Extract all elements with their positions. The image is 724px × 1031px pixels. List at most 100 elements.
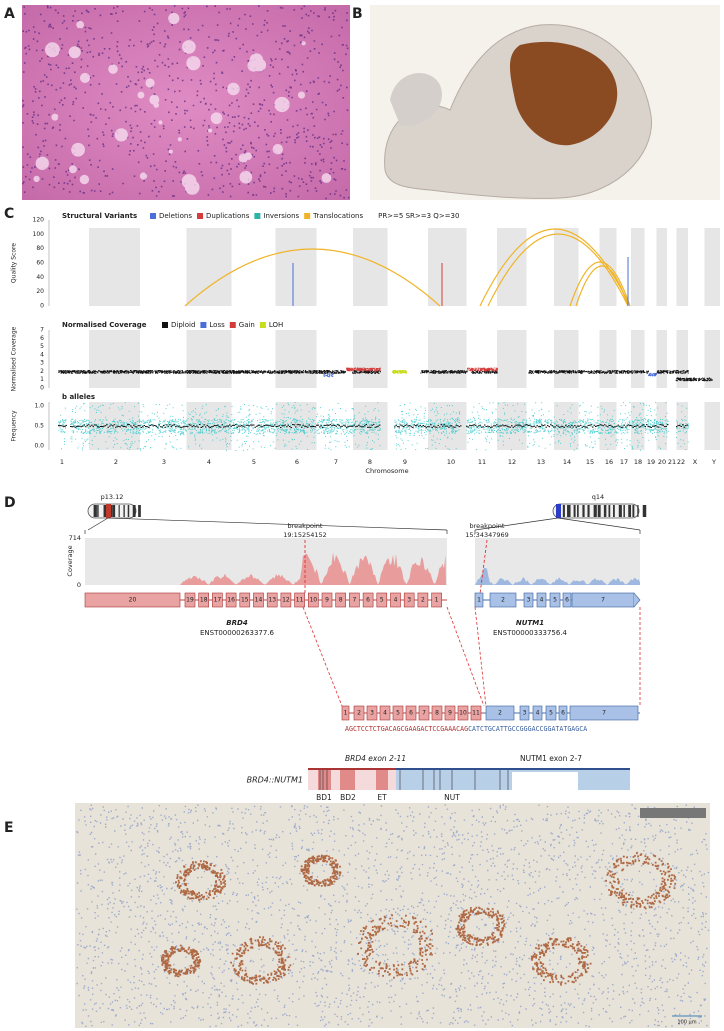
panel-label: A	[4, 6, 15, 22]
legend-swatch	[150, 213, 156, 219]
track-title: b alleles	[62, 393, 95, 401]
exon-label: 7	[352, 597, 356, 604]
panel-label: D	[4, 495, 16, 511]
coverage-points	[656, 370, 689, 374]
domain-label: NUT	[444, 793, 460, 802]
protein-gap	[512, 772, 578, 790]
protein-top	[308, 768, 396, 770]
chromosome-label: 9	[403, 458, 407, 466]
exon-cap	[633, 592, 641, 608]
chromosome-label: 21	[668, 458, 676, 466]
exon-label: 3	[523, 710, 527, 717]
exon	[266, 592, 278, 608]
exon-label: 8	[435, 710, 439, 717]
gene-name: BRD4	[226, 619, 248, 627]
tick-label: 1	[40, 376, 44, 383]
chromosome-label: 13	[537, 458, 545, 466]
tick-label: 4	[40, 351, 44, 358]
exon-label: 3	[527, 597, 531, 604]
chromosome-label: 14	[563, 458, 571, 466]
ideogram-band	[577, 505, 579, 517]
domain-label: ET	[377, 793, 387, 802]
legend-swatch	[304, 213, 311, 219]
filter-label: PR>=5 SR>=3 Q>=30	[378, 212, 459, 220]
ideogram-band	[573, 505, 576, 517]
chromosome-label: 22	[677, 458, 685, 466]
exon	[418, 705, 430, 721]
translocation	[569, 261, 631, 307]
coverage-bg	[475, 538, 640, 585]
zoom-bracket	[87, 517, 448, 531]
exon	[362, 592, 374, 608]
tick-label: 60	[36, 260, 44, 267]
ideogram-band	[628, 505, 632, 517]
chromosome-band	[704, 228, 720, 306]
ideogram-mark	[106, 504, 111, 518]
chromosome-band	[186, 228, 232, 306]
chromosome-label: 12	[508, 458, 516, 466]
exon	[431, 705, 443, 721]
chromosome-label: 5	[252, 458, 256, 466]
exon-label: 5	[380, 597, 384, 604]
domain-label: BD2	[340, 793, 356, 802]
coverage-profile	[475, 567, 640, 585]
fusion-link	[302, 606, 641, 707]
chromosome-label: 11	[478, 458, 486, 466]
chromosome-label: 1	[60, 458, 64, 466]
tick-label: 5	[40, 343, 44, 350]
exon-label: 2	[421, 597, 425, 604]
panel-label: C	[4, 206, 14, 222]
exon-label: 7	[602, 710, 606, 717]
chromosome-band	[631, 330, 645, 388]
exon	[379, 705, 391, 721]
ideogram-band	[97, 505, 99, 517]
legend-swatch	[162, 322, 168, 328]
legend-label: Inversions	[263, 212, 299, 220]
tick-label: 7	[40, 327, 44, 334]
tick-label: 1.0	[34, 403, 44, 410]
tick-label: 0	[40, 385, 44, 392]
exon-label: 4	[540, 597, 544, 604]
exon-label: 6	[565, 597, 569, 604]
exon	[294, 592, 305, 608]
exon	[341, 705, 350, 721]
chromosome-band	[353, 330, 388, 388]
chromosome-band	[656, 402, 667, 450]
zoom-bracket	[474, 517, 641, 531]
breakpoint-line	[304, 539, 488, 595]
exon-label: 10	[459, 710, 467, 717]
viewer-toolbar	[640, 808, 706, 818]
tick-label: 714	[69, 534, 81, 542]
exon-label: 2	[357, 710, 361, 717]
axis-label: Coverage	[66, 545, 74, 576]
sequence-part: CATCTGCATTGCCGGGACCGGATATGAGCA	[468, 725, 587, 733]
legend-label: Deletions	[159, 212, 192, 220]
protein-part: NUTM1 exon 2-7	[520, 754, 582, 763]
breakpoint-label: breakpoint	[470, 522, 505, 530]
legend-label: LOH	[269, 321, 283, 329]
tissue-left	[390, 73, 442, 126]
exon-label: 2	[498, 710, 502, 717]
exon-label: 13	[268, 597, 276, 604]
coverage-points	[648, 372, 657, 377]
allele-median	[58, 424, 688, 428]
exon-label: 9	[325, 597, 329, 604]
exon	[417, 592, 429, 608]
exon	[253, 592, 264, 608]
chromosome-band	[428, 330, 467, 388]
ideogram-band	[127, 505, 130, 517]
exon-label: 1	[477, 597, 481, 604]
tick-label: 0.5	[34, 423, 44, 430]
coverage-points	[346, 367, 381, 372]
exon-label: 11	[296, 597, 304, 604]
ideogram-band	[603, 505, 607, 517]
coverage-points	[528, 370, 649, 374]
translocation	[575, 265, 629, 307]
chromosome-label: X	[693, 458, 698, 466]
exon-label: 5	[396, 710, 400, 717]
exon-label: 19	[186, 597, 194, 604]
exon-label: 4	[394, 597, 398, 604]
chromosome-label: 10	[447, 458, 455, 466]
ideogram-band	[612, 505, 615, 517]
chromosome-label: 4	[207, 458, 211, 466]
